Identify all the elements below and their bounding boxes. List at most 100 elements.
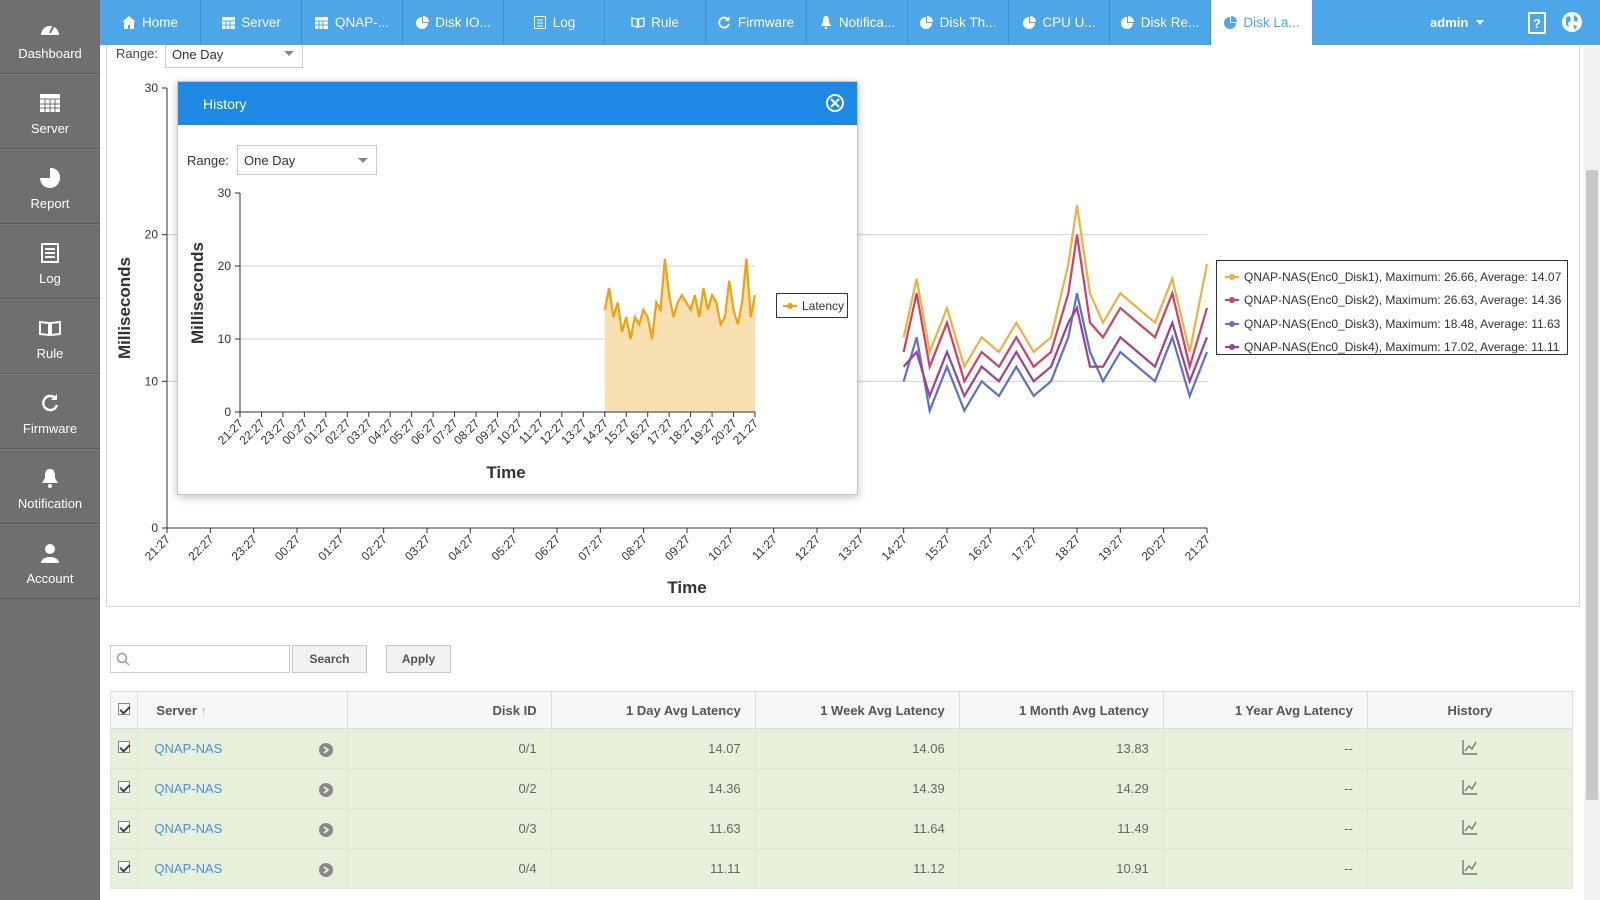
tab-notifica[interactable]: Notifica... [807,0,908,45]
x-tick-label: 11:27 [749,532,780,563]
tab-label: Home [141,15,178,30]
chevron-right-icon[interactable] [318,862,333,877]
table-row[interactable]: QNAP-NAS 0/4 11.11 11.12 10.91 -- [109,848,1574,889]
sidebar-item-report[interactable]: Report [0,149,100,224]
pie-chart-icon [1223,16,1237,30]
row-checkbox[interactable] [109,848,139,889]
row-checkbox[interactable] [109,768,139,809]
scrollbar[interactable] [1584,45,1600,900]
modal-chart-legend: Latency [776,293,848,318]
day-latency-cell: 11.63 [550,808,756,849]
column-header-day-latency[interactable]: 1 Day Avg Latency [550,691,756,729]
y-tick-label: 10 [145,374,159,388]
row-checkbox[interactable] [109,728,139,769]
year-latency-cell: -- [1162,848,1368,889]
x-tick-label: 18:27 [1052,532,1083,563]
server-cell: QNAP-NAS [137,768,348,809]
sidebar-item-rule[interactable]: Rule [0,299,100,374]
server-link[interactable]: QNAP-NAS [154,740,223,756]
document-icon [533,16,547,30]
tab-home[interactable]: Home [100,0,201,45]
tab-cpu-u[interactable]: CPU U... [1009,0,1110,45]
close-icon[interactable] [826,94,844,112]
x-tick-label: 04:27 [445,532,476,563]
tab-disk-th[interactable]: Disk Th... [908,0,1009,45]
line-chart-icon[interactable] [1462,780,1478,798]
legend-item[interactable]: QNAP-NAS(Enc0_Disk2), Maximum: 26.63, Av… [1225,289,1567,313]
y-tick-label: 0 [151,521,158,535]
scrollbar-thumb[interactable] [1586,170,1598,800]
server-link[interactable]: QNAP-NAS [154,860,223,876]
column-header-server[interactable]: Server ↑ [137,691,348,729]
column-header-disk-id[interactable]: Disk ID [346,691,552,729]
range-select[interactable]: One Day [165,45,303,68]
globe-icon[interactable] [1561,11,1583,36]
sidebar-item-log[interactable]: Log [0,224,100,299]
dashboard-gauge-icon [39,17,61,39]
line-chart-icon[interactable] [1462,740,1478,758]
select-all-checkbox[interactable] [109,691,139,729]
chevron-right-icon[interactable] [318,822,333,837]
y-tick-label: 0 [224,405,231,419]
sidebar-item-notification[interactable]: Notification [0,449,100,524]
tab-log[interactable]: Log [504,0,605,45]
sidebar-item-account[interactable]: Account [0,524,100,599]
apply-button[interactable]: Apply [386,645,451,673]
row-checkbox[interactable] [109,808,139,849]
legend-item[interactable]: QNAP-NAS(Enc0_Disk3), Maximum: 18.48, Av… [1225,312,1567,336]
x-tick-label: 00:27 [272,532,303,563]
tab-disk-io[interactable]: Disk IO... [403,0,504,45]
month-latency-cell: 13.83 [958,728,1164,769]
search-input[interactable] [110,645,290,673]
table-row[interactable]: QNAP-NAS 0/2 14.36 14.39 14.29 -- [109,768,1574,809]
tab-label: Server [241,15,281,30]
modal-range-select[interactable]: One Day [237,145,377,175]
line-chart-icon[interactable] [1462,820,1478,838]
series-area-fill [604,258,755,412]
book-icon [39,317,61,339]
tab-disk-la[interactable]: Disk La... [1211,0,1312,45]
y-tick-label: 10 [218,332,232,346]
server-link[interactable]: QNAP-NAS [154,780,223,796]
history-cell [1366,728,1574,769]
x-tick-label: 15:27 [922,532,953,563]
x-tick-label: 19:27 [1095,532,1126,563]
column-header-month-latency[interactable]: 1 Month Avg Latency [958,691,1164,729]
table-row[interactable]: QNAP-NAS 0/3 11.63 11.64 11.49 -- [109,808,1574,849]
pie-chart-icon [39,167,61,189]
tab-label: Notifica... [838,15,896,30]
chevron-right-icon[interactable] [318,742,333,757]
x-tick-label: 07:27 [575,532,606,563]
sidebar-item-server[interactable]: Server [0,74,100,149]
table-header-row: Server ↑ Disk ID 1 Day Avg Latency 1 Wee… [109,691,1574,729]
help-icon[interactable]: ? [1528,12,1546,37]
x-tick-label: 03:27 [402,532,433,563]
column-header-year-latency[interactable]: 1 Year Avg Latency [1162,691,1368,729]
tab-server[interactable]: Server [201,0,302,45]
tab-firmware[interactable]: Firmware [706,0,807,45]
legend-label: QNAP-NAS(Enc0_Disk3), Maximum: 18.48, Av… [1244,316,1561,331]
tab-qnap[interactable]: QNAP-... [302,0,403,45]
admin-user-menu[interactable]: admin [1430,0,1485,45]
bell-icon [819,16,833,30]
sidebar-item-firmware[interactable]: Firmware [0,374,100,449]
legend-item[interactable]: QNAP-NAS(Enc0_Disk1), Maximum: 26.66, Av… [1225,265,1567,289]
day-latency-cell: 11.11 [550,848,756,889]
bell-icon [39,467,61,489]
server-icon [315,16,329,30]
tab-rule[interactable]: Rule [605,0,706,45]
legend-item[interactable]: QNAP-NAS(Enc0_Disk4), Maximum: 17.02, Av… [1225,336,1567,360]
x-tick-label: 20:27 [1139,532,1170,563]
x-tick-label: 21:27 [142,532,173,563]
x-tick-label: 21:27 [730,416,761,447]
sidebar-item-dashboard[interactable]: Dashboard [0,0,100,74]
search-button[interactable]: Search [292,645,367,673]
server-link[interactable]: QNAP-NAS [154,820,223,836]
table-row[interactable]: QNAP-NAS 0/1 14.07 14.06 13.83 -- [109,728,1574,769]
tab-disk-re[interactable]: Disk Re... [1110,0,1211,45]
chevron-right-icon[interactable] [318,782,333,797]
column-header-week-latency[interactable]: 1 Week Avg Latency [754,691,960,729]
y-tick-label: 20 [145,228,159,242]
line-chart-icon[interactable] [1462,860,1478,878]
server-grid-icon [39,92,61,114]
